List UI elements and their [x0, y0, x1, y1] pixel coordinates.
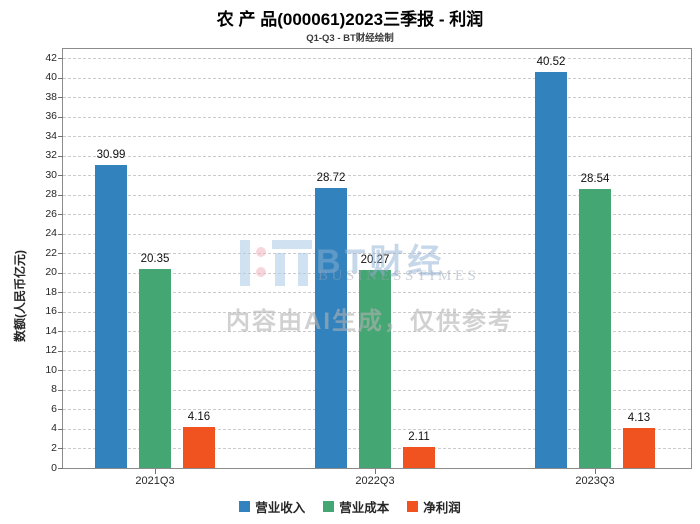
y-tick-mark [58, 272, 63, 274]
y-tick-label: 18 [45, 285, 57, 298]
x-tick-mark [155, 469, 156, 474]
chart-title: 农 产 品(000061)2023三季报 - 利润 [216, 10, 484, 29]
gridline [63, 97, 691, 99]
gridline [63, 58, 691, 59]
gridline [63, 214, 691, 216]
x-tick-mark [595, 469, 596, 474]
legend-swatch [323, 501, 335, 512]
bar [359, 270, 391, 468]
y-tick-mark [58, 428, 63, 430]
x-tick-label: 2021Q3 [135, 475, 175, 487]
legend-item: 净利润 [407, 497, 461, 516]
y-tick-label: 4 [51, 422, 57, 435]
y-tick-mark [58, 370, 63, 372]
gridline [63, 233, 691, 235]
bar-value-label: 30.99 [96, 149, 126, 162]
bar [535, 72, 567, 468]
y-tick-label: 38 [45, 90, 57, 103]
bar-value-label: 20.27 [360, 254, 390, 267]
y-tick-label: 42 [45, 51, 57, 64]
y-tick-mark [58, 253, 63, 255]
legend-label: 营业收入 [255, 501, 306, 515]
x-tick-label: 2022Q3 [355, 475, 395, 487]
gridline [63, 253, 691, 255]
y-tick-mark [58, 155, 63, 157]
bar-value-label: 28.72 [316, 171, 346, 184]
gridline [63, 116, 691, 118]
bar [403, 447, 435, 468]
y-tick-label: 22 [45, 246, 57, 259]
legend-item: 营业收入 [239, 497, 305, 516]
y-tick-label: 2 [51, 441, 57, 454]
y-tick-label: 6 [51, 402, 57, 415]
y-tick-mark [58, 331, 63, 333]
x-tick-mark [375, 469, 376, 474]
y-tick-label: 36 [45, 110, 57, 123]
gridline [63, 136, 691, 138]
y-tick-label: 28 [45, 188, 57, 201]
y-tick-label: 14 [45, 324, 57, 337]
bar-value-label: 28.54 [580, 173, 610, 186]
y-tick-mark [58, 389, 63, 391]
legend-label: 营业成本 [339, 501, 390, 515]
y-tick-label: 10 [45, 363, 57, 376]
y-tick-label: 0 [51, 461, 57, 474]
legend-label: 净利润 [423, 501, 461, 515]
legend-swatch [239, 501, 251, 512]
legend: 营业收入 营业成本 净利润 [0, 497, 700, 516]
y-tick-label: 20 [45, 266, 57, 279]
x-tick-label: 2023Q3 [575, 475, 615, 487]
gridline [63, 155, 691, 157]
bar [183, 427, 215, 468]
gridline [63, 175, 691, 177]
y-tick-mark [58, 350, 63, 352]
y-tick-label: 40 [45, 71, 57, 84]
y-tick-mark [58, 136, 63, 138]
y-tick-mark [58, 77, 63, 79]
y-tick-mark [58, 448, 63, 450]
chart-subtitle: Q1-Q3 - BT财经绘制 [306, 33, 394, 44]
bar [623, 427, 655, 468]
bar [95, 165, 127, 468]
bar-value-label: 20.35 [140, 253, 170, 266]
y-tick-mark [58, 233, 63, 235]
bar-value-label: 4.13 [627, 411, 651, 424]
bar-value-label: 40.52 [536, 56, 566, 69]
y-tick-label: 8 [51, 383, 57, 396]
y-tick-label: 26 [45, 207, 57, 220]
y-tick-mark [58, 116, 63, 118]
y-tick-mark [58, 409, 63, 411]
y-tick-label: 24 [45, 227, 57, 240]
y-tick-mark [58, 468, 63, 469]
bar [579, 189, 611, 468]
legend-item: 营业成本 [323, 497, 389, 516]
bar-value-label: 2.11 [408, 431, 430, 444]
bar-value-label: 4.16 [187, 411, 211, 424]
y-tick-mark [58, 311, 63, 313]
y-tick-label: 30 [45, 168, 57, 181]
bar [315, 187, 347, 468]
y-tick-mark [58, 292, 63, 294]
gridline [63, 194, 691, 196]
y-tick-label: 16 [45, 305, 57, 318]
y-tick-mark [58, 97, 63, 99]
gridline [63, 77, 691, 79]
y-tick-mark [58, 175, 63, 177]
plot-area: 0 2 4 6 8 10 12 14 16 18 20 22 24 26 28 30 32 34 36 38 40 42 3… [45, 48, 692, 487]
y-tick-mark [58, 194, 63, 196]
legend-swatch [407, 501, 419, 512]
y-tick-label: 32 [45, 149, 57, 162]
y-tick-mark [58, 58, 63, 59]
y-tick-label: 34 [45, 129, 57, 142]
y-tick-mark [58, 214, 63, 216]
y-tick-label: 12 [45, 344, 57, 357]
bar [139, 269, 171, 468]
